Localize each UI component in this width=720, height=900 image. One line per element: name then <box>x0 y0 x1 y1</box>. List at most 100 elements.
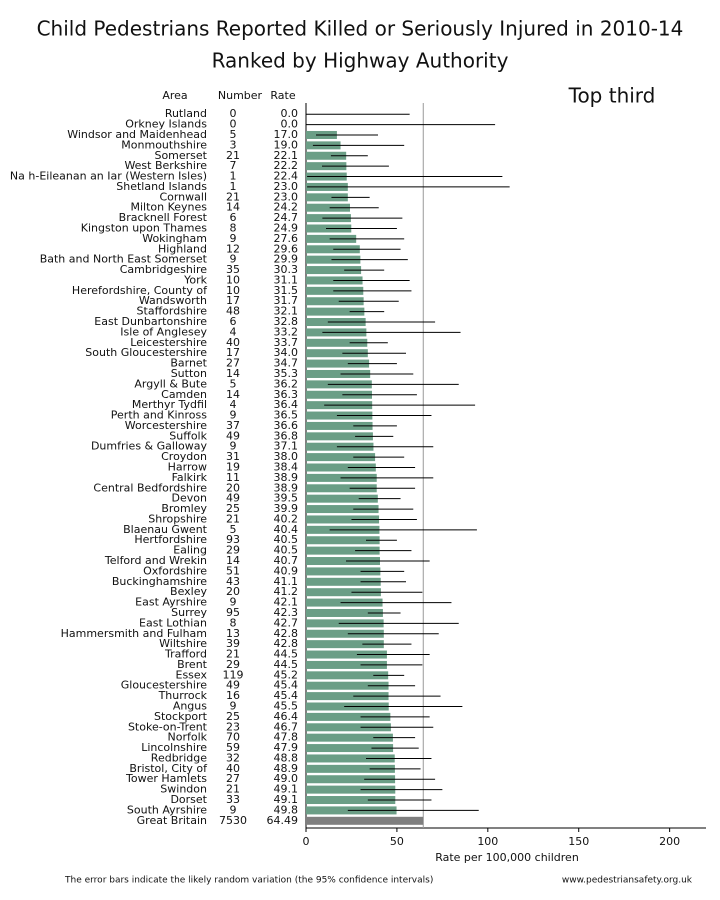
area-label: Brent <box>177 658 208 671</box>
rate-label: 40.7 <box>274 554 299 567</box>
area-label: Staffordshire <box>137 305 208 318</box>
area-label: Ealing <box>173 544 207 557</box>
area-label: Camden <box>161 388 207 401</box>
number-label: 49 <box>226 429 240 442</box>
rate-label: 23.0 <box>274 180 299 193</box>
bar <box>306 712 391 721</box>
number-label: 27 <box>226 357 240 370</box>
area-label: Milton Keynes <box>130 201 207 214</box>
number-label: 48 <box>226 305 240 318</box>
number-label: 17 <box>226 346 240 359</box>
rate-label: 0.0 <box>281 107 299 120</box>
number-label: 9 <box>230 253 237 266</box>
rate-label: 30.3 <box>274 263 299 276</box>
bar <box>306 608 383 617</box>
number-label: 29 <box>226 658 240 671</box>
rate-label: 32.1 <box>274 305 299 318</box>
rate-label: 29.9 <box>274 253 299 266</box>
number-label: 1 <box>230 170 237 183</box>
rate-label: 38.4 <box>274 461 299 474</box>
area-label: Devon <box>172 492 207 505</box>
area-label: Herefordshire, County of <box>72 284 208 297</box>
area-label: South Gloucestershire <box>85 346 207 359</box>
x-tick-label: 200 <box>659 835 680 848</box>
area-label: West Berkshire <box>124 159 207 172</box>
bar <box>306 432 373 441</box>
number-label: 9 <box>230 596 237 609</box>
rate-label: 48.9 <box>274 762 299 775</box>
bar <box>306 266 362 275</box>
area-label: Blaenau Gwent <box>123 523 208 536</box>
bar <box>306 744 394 753</box>
bar <box>306 453 376 462</box>
bar <box>306 775 396 784</box>
area-label: East Ayrshire <box>135 596 207 609</box>
area-label: Bath and North East Somerset <box>40 253 208 266</box>
bar <box>306 733 393 742</box>
number-label: 32 <box>226 751 240 764</box>
number-label: 33 <box>226 793 240 806</box>
x-tick-label: 150 <box>568 835 589 848</box>
area-label: Suffolk <box>169 429 207 442</box>
area-label: Stoke-on-Trent <box>128 720 208 733</box>
area-label: Norfolk <box>167 731 207 744</box>
area-label: Swindon <box>160 783 207 796</box>
number-label: 17 <box>226 294 240 307</box>
number-label: 14 <box>226 201 240 214</box>
bar <box>306 629 384 638</box>
rate-label: 22.1 <box>274 149 299 162</box>
bar <box>306 536 380 545</box>
area-label: Na h-Eileanan an Iar (Western Isles) <box>10 170 207 183</box>
number-label: 35 <box>226 263 240 276</box>
bar <box>306 577 381 586</box>
bar <box>306 692 389 701</box>
area-label: Kingston upon Thames <box>81 222 208 235</box>
number-label: 49 <box>226 679 240 692</box>
number-label: 9 <box>230 409 237 422</box>
bar <box>306 297 364 306</box>
bar <box>306 193 348 202</box>
rate-label: 0.0 <box>281 118 299 131</box>
area-label: Angus <box>173 700 207 713</box>
number-label: 51 <box>226 564 240 577</box>
rate-label: 36.4 <box>274 398 299 411</box>
area-label: Great Britain <box>137 814 207 827</box>
number-label: 20 <box>226 481 240 494</box>
area-label: Telford and Wrekin <box>104 554 207 567</box>
number-label: 31 <box>226 450 240 463</box>
rate-label: 22.4 <box>274 170 299 183</box>
number-label: 49 <box>226 492 240 505</box>
rate-label: 29.6 <box>274 242 299 255</box>
bar <box>306 349 368 358</box>
area-label: Central Bedfordshire <box>93 481 207 494</box>
column-header: Rate <box>270 89 295 102</box>
x-tick-label: 0 <box>303 835 310 848</box>
bar <box>306 816 424 825</box>
number-label: 0 <box>230 118 237 131</box>
area-label: Dorset <box>170 793 207 806</box>
rate-label: 35.3 <box>274 367 299 380</box>
area-label: Sutton <box>171 367 207 380</box>
area-label: Stockport <box>154 710 208 723</box>
rate-label: 36.2 <box>274 377 299 390</box>
rate-label: 42.7 <box>274 616 299 629</box>
bar <box>306 421 373 430</box>
rate-label: 38.9 <box>274 471 299 484</box>
number-label: 10 <box>226 273 240 286</box>
rate-label: 36.5 <box>274 409 299 422</box>
rate-label: 24.2 <box>274 201 299 214</box>
area-label: Hertfordshire <box>134 533 207 546</box>
rate-label: 40.5 <box>274 533 299 546</box>
area-label: South Ayrshire <box>127 803 207 816</box>
area-label: Essex <box>176 668 208 681</box>
number-label: 25 <box>226 710 240 723</box>
number-label: 19 <box>226 461 240 474</box>
area-label: Harrow <box>168 461 207 474</box>
number-label: 29 <box>226 544 240 557</box>
bar <box>306 588 381 597</box>
rate-label: 45.5 <box>274 700 299 713</box>
rate-label: 45.4 <box>274 689 299 702</box>
number-label: 93 <box>226 533 240 546</box>
rate-label: 42.3 <box>274 606 299 619</box>
rate-label: 64.49 <box>267 814 299 827</box>
